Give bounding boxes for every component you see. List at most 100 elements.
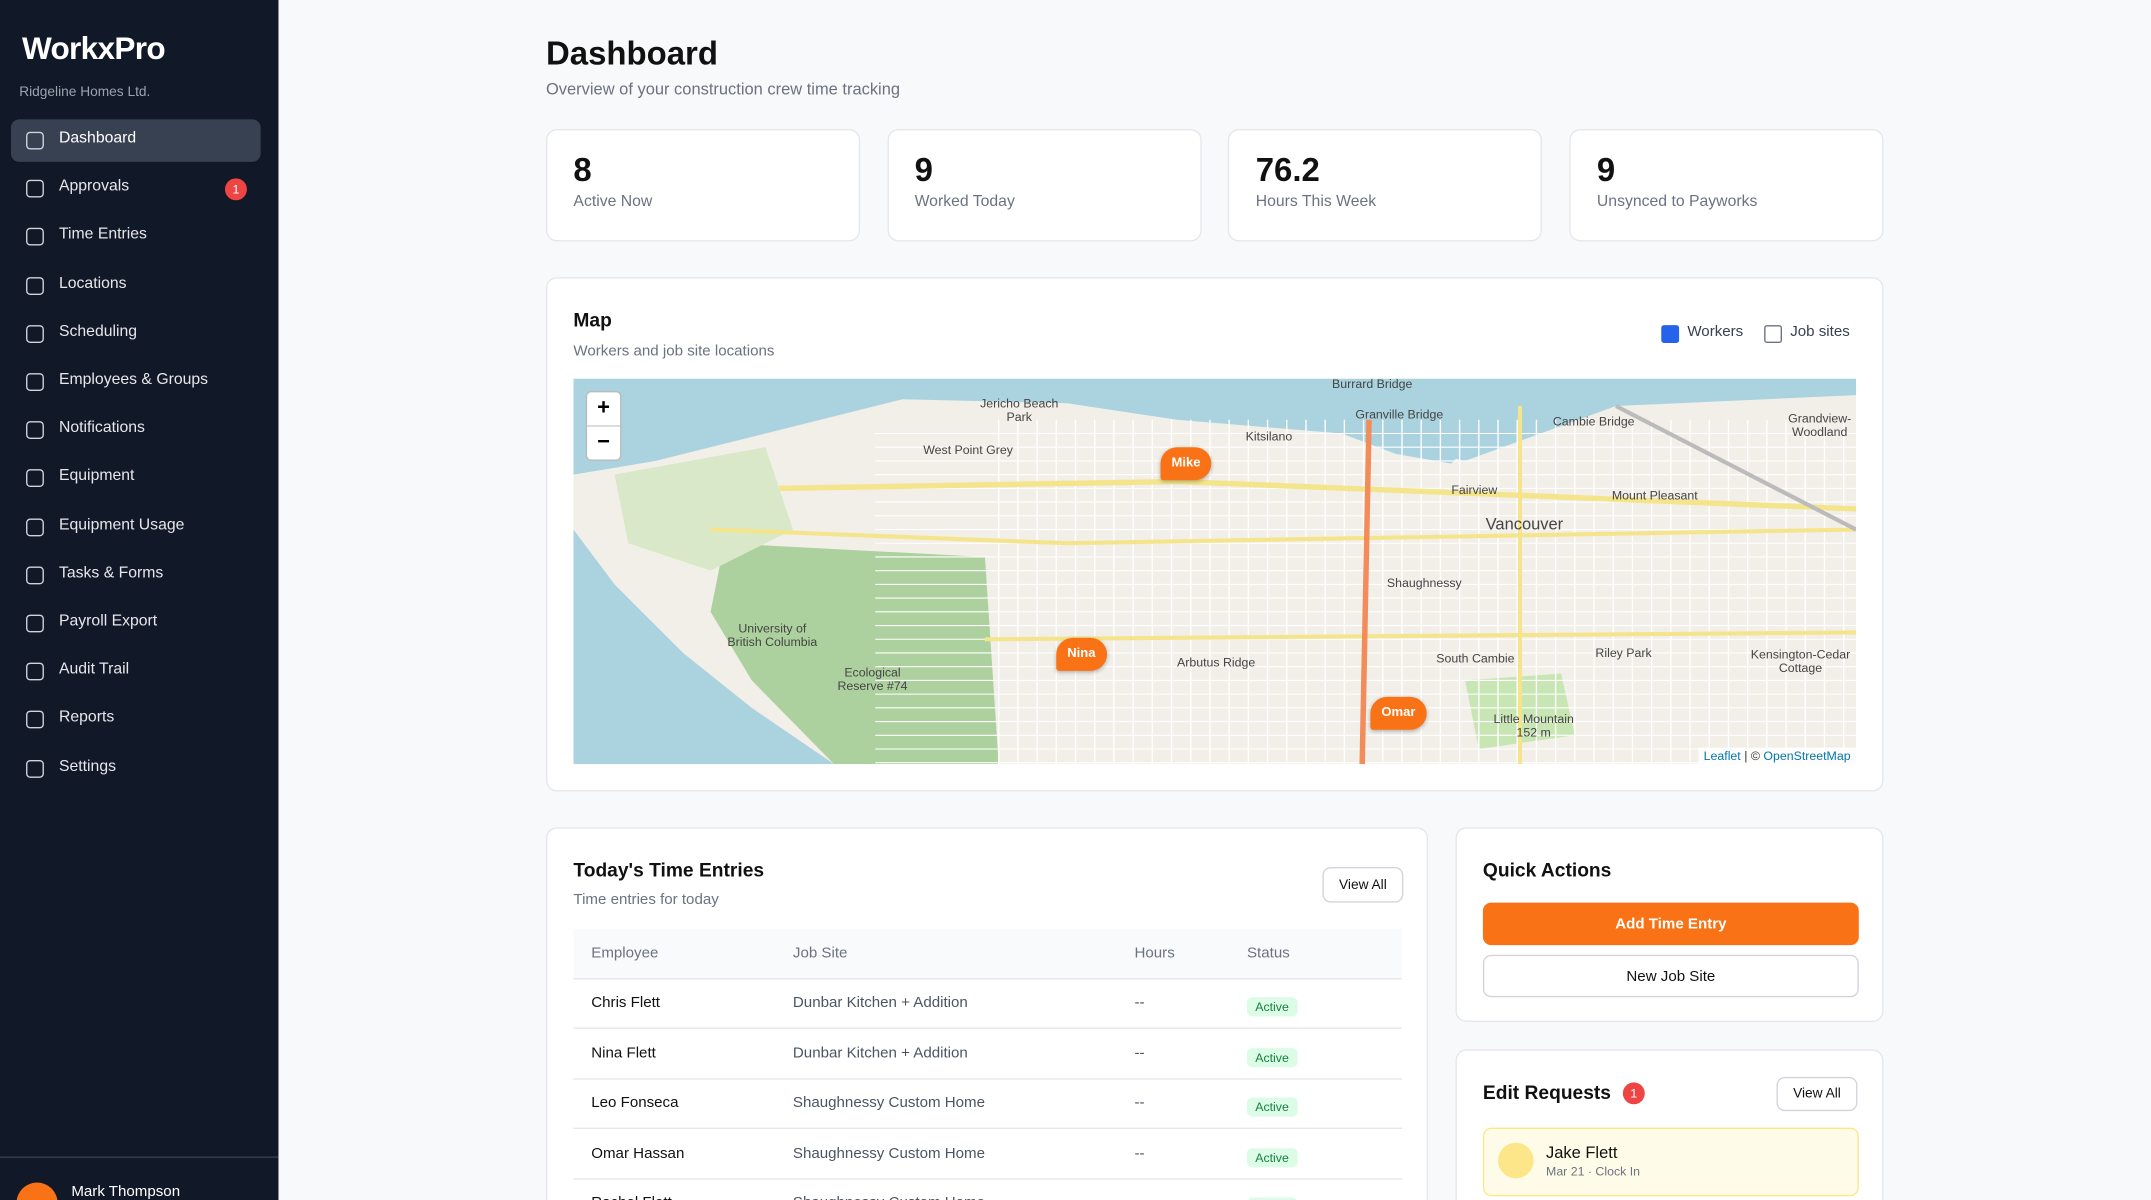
table-cell: -- bbox=[1134, 1094, 1145, 1112]
company: Ridgeline Homes Ltd. bbox=[19, 85, 151, 101]
place-label: University of British Columbia bbox=[727, 621, 818, 649]
nav-label: Locations bbox=[58, 275, 127, 292]
worker-marker[interactable]: Nina bbox=[1056, 637, 1107, 671]
checkbox[interactable] bbox=[1661, 325, 1680, 343]
stat-value: 9 bbox=[914, 152, 933, 190]
entries-title: Today's Time Entries bbox=[573, 858, 765, 881]
table-cell: Shaughnessy Custom Home bbox=[792, 1094, 985, 1112]
zoom-control: + − bbox=[585, 390, 622, 461]
stat-label: Active Now bbox=[573, 193, 653, 210]
zoom-out[interactable]: − bbox=[597, 430, 611, 455]
place-label: Jericho Beach Park bbox=[980, 396, 1059, 424]
er-detail: Mar 21 · Clock In bbox=[1546, 1164, 1641, 1179]
worker-marker[interactable]: Mike bbox=[1160, 447, 1212, 481]
qa-title: Quick Actions bbox=[1482, 858, 1612, 881]
nav-icon bbox=[26, 421, 44, 440]
nav-label: Notifications bbox=[58, 420, 145, 437]
nav-label: Audit Trail bbox=[58, 661, 130, 678]
nav-item[interactable]: Time Entries bbox=[11, 216, 261, 259]
stat-card: 76.2 Hours This Week bbox=[1228, 128, 1543, 242]
map[interactable]: Kitsilano Vancouver Fairview Mount Pleasant… bbox=[573, 378, 1857, 765]
er-item[interactable]: Jake Flett Mar 21 · Clock In bbox=[1482, 1127, 1859, 1197]
status-pill: Active bbox=[1246, 1047, 1298, 1067]
map-tiles bbox=[573, 378, 1857, 765]
place-label: Mount Pleasant bbox=[1611, 488, 1698, 503]
status-pill: Active bbox=[1246, 1147, 1298, 1167]
er-view-all[interactable]: View All bbox=[1776, 1076, 1858, 1112]
nav-icon bbox=[26, 711, 44, 729]
nav-icon bbox=[26, 759, 44, 778]
nav-item[interactable]: Dashboard bbox=[10, 119, 261, 162]
add-time-entry[interactable]: Add Time Entry bbox=[1482, 902, 1859, 946]
status-cell: Active bbox=[1246, 1193, 1298, 1200]
nav-item[interactable]: Scheduling bbox=[11, 312, 261, 355]
nav-item[interactable]: Approvals 1 bbox=[11, 168, 261, 211]
nav-item[interactable]: Locations bbox=[11, 264, 261, 307]
place-label: Shaughnessy bbox=[1386, 576, 1462, 590]
status-cell: Active bbox=[1246, 1093, 1298, 1118]
leaflet-link[interactable]: Leaflet bbox=[1703, 749, 1741, 763]
nav-item[interactable]: Tasks & Forms bbox=[11, 554, 261, 597]
nav-item[interactable]: Notifications bbox=[11, 409, 261, 452]
nav-icon bbox=[26, 276, 44, 295]
table-cell: Dunbar Kitchen + Addition bbox=[792, 1044, 968, 1062]
nav-item[interactable]: Equipment bbox=[11, 457, 261, 500]
osm-link[interactable]: OpenStreetMap bbox=[1763, 749, 1851, 763]
edit-requests-card: Edit Requests 1 View All Jake Flett Mar … bbox=[1455, 1049, 1884, 1200]
status-pill: Active bbox=[1246, 1097, 1298, 1117]
road bbox=[779, 478, 1857, 512]
table-cell: Leo Fonseca bbox=[591, 1094, 679, 1112]
nav-item[interactable]: Reports bbox=[11, 699, 261, 742]
table-cell: -- bbox=[1134, 1144, 1145, 1162]
page-title: Dashboard bbox=[545, 35, 718, 73]
status-cell: Active bbox=[1246, 1043, 1298, 1068]
place-label: South Cambie bbox=[1436, 651, 1515, 666]
nav-label: Employees & Groups bbox=[58, 371, 209, 389]
status-pill: Active bbox=[1246, 1197, 1298, 1200]
nav-icon bbox=[26, 469, 44, 488]
checkbox[interactable] bbox=[1764, 325, 1782, 343]
column-header: Employee bbox=[591, 945, 659, 962]
nav-label: Settings bbox=[58, 758, 117, 775]
nav-label: Scheduling bbox=[58, 323, 138, 340]
nav-item[interactable]: Audit Trail bbox=[11, 650, 261, 693]
nav-item[interactable]: Settings bbox=[11, 747, 261, 790]
campus bbox=[614, 447, 793, 571]
nav-label: Time Entries bbox=[58, 226, 147, 244]
er-icon bbox=[1498, 1142, 1534, 1179]
toggle-label[interactable]: Workers bbox=[1687, 323, 1744, 341]
entries-subtitle: Time entries for today bbox=[573, 891, 719, 909]
nav-icon bbox=[26, 228, 44, 247]
er-badge: 1 bbox=[1622, 1082, 1645, 1105]
place-label: Arbutus Ridge bbox=[1177, 655, 1256, 670]
nav-item[interactable]: Payroll Export bbox=[11, 602, 261, 645]
nav-item[interactable]: Employees & Groups bbox=[11, 361, 261, 404]
new-job-site[interactable]: New Job Site bbox=[1482, 954, 1859, 998]
place-label: Vancouver bbox=[1485, 514, 1564, 534]
view-all[interactable]: View All bbox=[1322, 866, 1404, 903]
worker-marker[interactable]: Omar bbox=[1370, 696, 1427, 730]
nav-label: Reports bbox=[58, 709, 115, 727]
table-cell: -- bbox=[1134, 1044, 1145, 1062]
place-label: Grandview-Woodland bbox=[1788, 411, 1852, 439]
zoom-in[interactable]: + bbox=[587, 392, 621, 427]
nav-label: Dashboard bbox=[58, 130, 137, 147]
nav-icon bbox=[26, 179, 44, 198]
map-title: Map bbox=[573, 308, 612, 331]
nav-label: Payroll Export bbox=[58, 613, 158, 630]
place-label: Ecological Reserve #74 bbox=[837, 665, 908, 693]
table-cell: -- bbox=[1134, 994, 1145, 1012]
attr-sep: | © bbox=[1744, 749, 1760, 763]
place-label: Cambie Bridge bbox=[1552, 414, 1635, 429]
road bbox=[984, 630, 1857, 642]
toggle-label[interactable]: Job sites bbox=[1790, 323, 1850, 341]
table-cell: Nina Flett bbox=[591, 1044, 656, 1062]
stat-value: 8 bbox=[573, 152, 592, 190]
er-name: Jake Flett bbox=[1546, 1142, 1618, 1162]
place-label: Fairview bbox=[1451, 482, 1498, 497]
er-title: Edit Requests bbox=[1482, 1080, 1611, 1103]
table-cell: Shaughnessy Custom Home bbox=[792, 1144, 985, 1162]
nav-item[interactable]: Equipment Usage bbox=[11, 506, 261, 549]
place-label: Kitsilano bbox=[1245, 429, 1293, 444]
